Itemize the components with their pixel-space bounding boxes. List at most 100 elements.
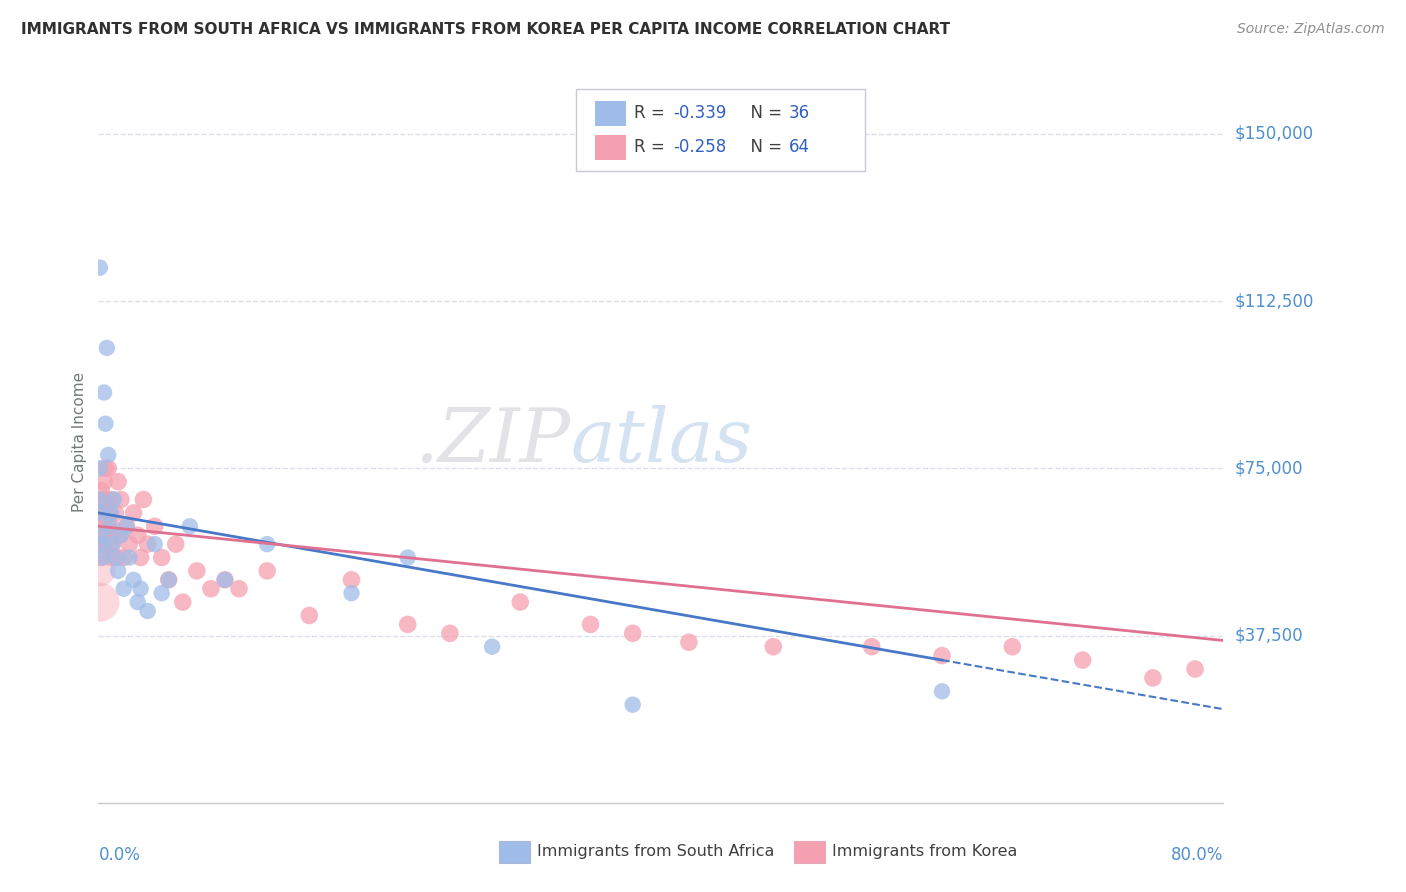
Point bbox=[931, 648, 953, 663]
Text: IMMIGRANTS FROM SOUTH AFRICA VS IMMIGRANTS FROM KOREA PER CAPITA INCOME CORRELAT: IMMIGRANTS FROM SOUTH AFRICA VS IMMIGRAN… bbox=[21, 22, 950, 37]
Point bbox=[509, 595, 531, 609]
Point bbox=[122, 506, 145, 520]
Point bbox=[93, 475, 115, 489]
Point bbox=[127, 595, 149, 609]
Point bbox=[93, 537, 115, 551]
Point bbox=[96, 492, 118, 507]
Text: Immigrants from South Africa: Immigrants from South Africa bbox=[537, 845, 775, 859]
Point bbox=[115, 519, 138, 533]
Point bbox=[172, 595, 194, 609]
Point bbox=[89, 564, 111, 578]
Text: 36: 36 bbox=[789, 104, 810, 122]
Text: R =: R = bbox=[634, 138, 671, 156]
Point bbox=[97, 528, 120, 542]
Point bbox=[157, 573, 180, 587]
Point bbox=[103, 492, 125, 507]
Point bbox=[256, 564, 278, 578]
Point bbox=[91, 537, 114, 551]
Point bbox=[678, 635, 700, 649]
Point bbox=[179, 519, 201, 533]
Text: N =: N = bbox=[740, 138, 787, 156]
Point bbox=[186, 564, 208, 578]
Point bbox=[439, 626, 461, 640]
Point bbox=[115, 519, 138, 533]
Point bbox=[100, 506, 122, 520]
Point bbox=[340, 586, 363, 600]
Point bbox=[89, 528, 111, 542]
Point bbox=[94, 461, 117, 475]
Point bbox=[165, 537, 187, 551]
Point bbox=[127, 528, 149, 542]
Point bbox=[200, 582, 222, 596]
Point bbox=[100, 550, 122, 565]
Point bbox=[103, 528, 125, 542]
Text: atlas: atlas bbox=[571, 405, 754, 478]
Text: $75,000: $75,000 bbox=[1234, 459, 1303, 477]
Text: N =: N = bbox=[740, 104, 787, 122]
Point bbox=[107, 564, 129, 578]
Point bbox=[89, 506, 111, 520]
Point bbox=[96, 341, 118, 355]
Point bbox=[1001, 640, 1024, 654]
Y-axis label: Per Capita Income: Per Capita Income bbox=[72, 371, 87, 512]
Point bbox=[298, 608, 321, 623]
Point bbox=[396, 617, 419, 632]
Point bbox=[90, 528, 112, 542]
Text: 80.0%: 80.0% bbox=[1171, 847, 1223, 864]
Point bbox=[860, 640, 883, 654]
Point bbox=[90, 506, 112, 520]
Point bbox=[93, 506, 115, 520]
Point bbox=[94, 417, 117, 431]
Point bbox=[107, 475, 129, 489]
Point bbox=[110, 492, 132, 507]
Point bbox=[340, 573, 363, 587]
Point bbox=[97, 448, 120, 462]
Point bbox=[621, 698, 644, 712]
Point bbox=[1142, 671, 1164, 685]
Point bbox=[104, 506, 127, 520]
Point bbox=[89, 595, 111, 609]
Point bbox=[91, 519, 114, 533]
Point bbox=[157, 573, 180, 587]
Point bbox=[143, 519, 166, 533]
Point bbox=[89, 260, 111, 275]
Point bbox=[98, 519, 121, 533]
Point bbox=[93, 385, 115, 400]
Point bbox=[101, 537, 124, 551]
Point bbox=[129, 582, 152, 596]
Point bbox=[89, 461, 111, 475]
Point bbox=[97, 461, 120, 475]
Text: -0.339: -0.339 bbox=[673, 104, 727, 122]
Point bbox=[143, 537, 166, 551]
Point bbox=[118, 537, 141, 551]
Point bbox=[228, 582, 250, 596]
Point bbox=[122, 573, 145, 587]
Point bbox=[91, 492, 114, 507]
Text: 64: 64 bbox=[789, 138, 810, 156]
Point bbox=[105, 550, 128, 565]
Point bbox=[89, 537, 111, 551]
Text: Source: ZipAtlas.com: Source: ZipAtlas.com bbox=[1237, 22, 1385, 37]
Point bbox=[579, 617, 602, 632]
Point bbox=[90, 506, 112, 520]
Text: -0.258: -0.258 bbox=[673, 138, 727, 156]
Text: $150,000: $150,000 bbox=[1234, 125, 1313, 143]
Point bbox=[96, 519, 118, 533]
Point bbox=[110, 528, 132, 542]
Point bbox=[108, 528, 131, 542]
Point bbox=[150, 586, 173, 600]
Point bbox=[98, 537, 121, 551]
Point bbox=[621, 626, 644, 640]
Point bbox=[112, 550, 135, 565]
Point bbox=[98, 506, 121, 520]
Point bbox=[112, 582, 135, 596]
Point bbox=[90, 483, 112, 498]
Point bbox=[90, 550, 112, 565]
Point bbox=[214, 573, 236, 587]
Point bbox=[90, 528, 112, 542]
Point bbox=[101, 492, 124, 507]
Text: .ZIP: .ZIP bbox=[415, 405, 571, 478]
Text: R =: R = bbox=[634, 104, 671, 122]
Point bbox=[1071, 653, 1094, 667]
Point bbox=[214, 573, 236, 587]
